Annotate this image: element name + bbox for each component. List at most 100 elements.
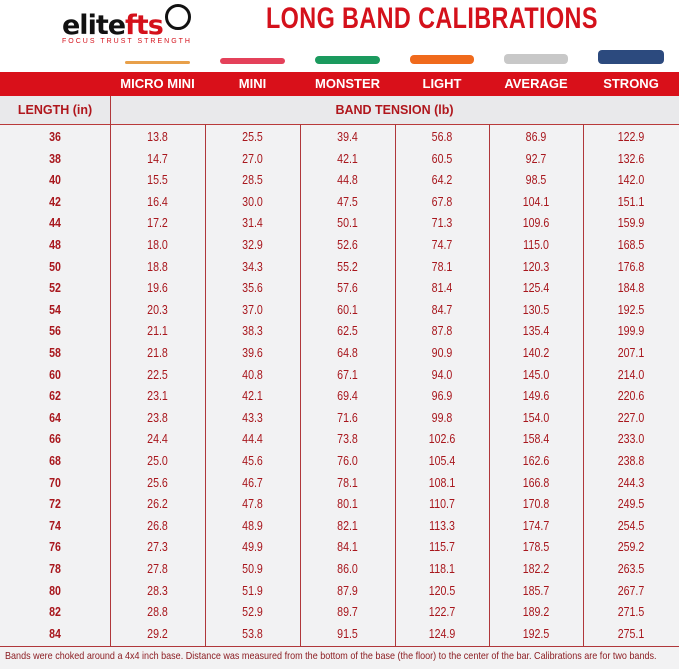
length-cell: 52 [49,281,61,296]
column-header: AVERAGE [504,76,568,91]
tension-cell: 15.5 [147,173,168,188]
tension-cell: 81.4 [431,281,453,296]
length-cell: 36 [49,130,61,144]
tension-cell: 84.7 [431,302,453,317]
tension-cell: 249.5 [617,497,645,512]
tension-cell: 275.1 [617,626,645,641]
tension-cell: 26.8 [147,518,168,533]
tension-cell: 145.0 [522,367,550,382]
tension-cell: 189.2 [522,605,550,620]
column-divider [110,96,111,646]
tension-cell: 135.4 [522,324,550,339]
tension-cell: 176.8 [617,259,645,274]
length-cell: 50 [49,259,61,274]
tension-cell: 259.2 [617,540,645,555]
tension-cell: 254.5 [617,518,645,533]
tension-cell: 31.4 [242,216,263,231]
tension-cell: 89.7 [337,605,358,620]
tension-cell: 73.8 [337,432,358,447]
page-title: LONG BAND CALIBRATIONS [266,2,598,35]
tension-cell: 105.4 [428,454,456,468]
tension-cell: 151.1 [617,194,645,209]
column-header: MONSTER MINI [315,76,380,115]
column-divider [489,124,490,646]
length-cell: 58 [49,346,61,360]
header-area: elitefts FOCUS TRUST STRENGTH LONG BAND … [0,0,679,72]
length-cell: 42 [49,194,61,209]
tension-cell: 149.6 [522,389,550,404]
tension-cell: 78.1 [431,259,453,274]
tension-cell: 37.0 [242,302,263,317]
tension-cell: 38.3 [242,324,263,339]
tension-cell: 99.8 [431,410,453,425]
tension-cell: 124.9 [428,626,456,641]
tension-cell: 52.9 [242,605,263,620]
tension-cell: 47.5 [337,194,358,209]
tension-cell: 40.8 [242,367,263,382]
tension-cell: 53.8 [242,626,263,641]
tension-cell: 20.3 [147,302,168,317]
tension-cell: 60.1 [337,302,358,317]
tension-cell: 263.5 [617,562,645,576]
length-cell: 62 [49,389,61,404]
tension-cell: 18.0 [147,238,168,252]
tension-cell: 122.7 [428,605,456,620]
tension-cell: 51.9 [242,583,263,598]
tension-cell: 48.9 [242,518,263,533]
tension-cell: 86.9 [525,130,547,144]
tension-cell: 42.1 [242,389,263,404]
tension-cell: 28.8 [147,605,168,620]
lifter-icon [164,4,191,30]
length-cell: 76 [49,540,61,555]
tension-cell: 34.3 [242,259,263,274]
tension-cell: 142.0 [617,173,645,188]
tension-cell: 125.4 [522,281,550,296]
footer-note: Bands were choked around a 4x4 inch base… [5,650,657,662]
tension-cell: 29.2 [147,626,168,641]
length-cell: 74 [49,518,61,533]
tension-cell: 56.8 [431,130,453,144]
tension-cell: 98.5 [525,173,547,188]
tension-cell: 27.8 [147,562,168,576]
tension-cell: 46.7 [242,475,263,490]
length-cell: 66 [49,432,61,447]
tension-cell: 50.1 [337,216,358,231]
tension-cell: 122.9 [617,130,645,144]
tension-cell: 21.8 [147,346,168,360]
tension-cell: 35.6 [242,281,263,296]
tension-cell: 45.6 [242,454,263,468]
tension-cell: 238.8 [617,454,645,468]
tension-cell: 159.9 [617,216,645,231]
band-image [598,50,664,64]
tension-cell: 78.1 [337,475,358,490]
tension-header: BAND TENSION (lb) [335,103,454,117]
tension-cell: 168.5 [617,238,645,252]
tension-cell: 82.1 [337,518,358,533]
tension-cell: 86.0 [337,562,358,576]
tension-cell: 14.7 [147,151,168,166]
tension-cell: 64.2 [431,173,453,188]
logo-tagline: FOCUS TRUST STRENGTH [62,38,192,45]
tension-cell: 43.3 [242,410,263,425]
length-cell: 48 [49,238,61,252]
tension-cell: 192.5 [522,626,550,641]
tension-cell: 76.0 [337,454,358,468]
tension-cell: 16.4 [147,194,168,209]
tension-cell: 23.1 [147,389,168,404]
tension-cell: 271.5 [617,605,645,620]
tension-cell: 44.4 [242,432,263,447]
tension-cell: 154.0 [522,410,550,425]
tension-cell: 39.4 [337,130,358,144]
tension-cell: 44.8 [337,173,358,188]
tension-cell: 71.3 [431,216,453,231]
length-cell: 56 [49,324,61,339]
tension-cell: 87.8 [431,324,453,339]
tension-cell: 52.6 [337,238,358,252]
length-cell: 40 [49,173,61,188]
tension-cell: 80.1 [337,497,358,512]
logo-text-red: fts [125,10,164,41]
tension-cell: 87.9 [337,583,358,598]
tension-cell: 182.2 [522,562,550,576]
tension-cell: 233.0 [617,432,645,447]
tension-cell: 174.7 [522,518,550,533]
